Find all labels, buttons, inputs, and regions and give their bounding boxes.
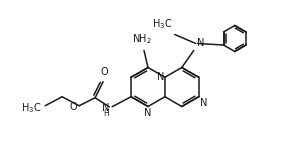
Text: N: N xyxy=(197,39,204,48)
Text: N: N xyxy=(144,107,152,118)
Text: NH$_2$: NH$_2$ xyxy=(132,32,152,46)
Text: N: N xyxy=(200,98,207,108)
Text: N: N xyxy=(102,103,109,113)
Text: H$_3$C: H$_3$C xyxy=(21,101,41,115)
Text: O: O xyxy=(70,102,77,112)
Text: O: O xyxy=(100,67,108,77)
Text: H$_3$C: H$_3$C xyxy=(152,17,173,31)
Text: N: N xyxy=(156,72,164,82)
Text: H: H xyxy=(103,109,109,118)
